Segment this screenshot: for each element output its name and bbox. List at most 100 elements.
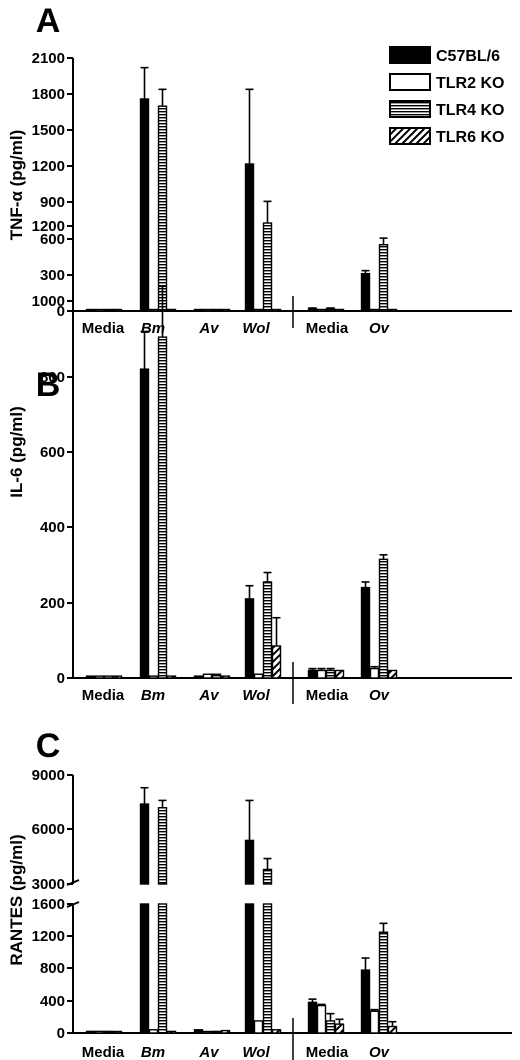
x-category-label: Media bbox=[306, 687, 349, 704]
bar-TLR2 KO-Wol bbox=[253, 673, 264, 679]
x-category-label: Ov bbox=[369, 1044, 391, 1060]
bar-C57BL/6-Ov bbox=[360, 272, 371, 312]
bar-TLR2 KO-Wol bbox=[253, 1020, 264, 1034]
bar-TLR6 KO-Av bbox=[220, 308, 231, 312]
y-tick-label: 600 bbox=[40, 444, 65, 461]
y-axis-title-C: RANTES (pg/ml) bbox=[7, 834, 26, 965]
bar-C57BL/6-Av bbox=[193, 675, 204, 679]
y-tick-label: 0 bbox=[57, 670, 65, 687]
bar-TLR2 KO-Media bbox=[94, 675, 105, 679]
bar-TLR4 KO-Media bbox=[325, 307, 336, 312]
x-category-label: Media bbox=[82, 687, 125, 704]
bar-TLR6 KO-Media bbox=[112, 308, 123, 312]
bar-TLR6 KO-Media bbox=[334, 669, 345, 679]
bar-C57BL/6-Av bbox=[193, 308, 204, 312]
bar-TLR6 KO-Media bbox=[112, 675, 123, 679]
bar-C57BL/6-Wol bbox=[244, 839, 255, 885]
charts: A TNF-α (pg/ml) 0 300 600 900 1200 1500 1800 2100… bbox=[7, 2, 513, 1060]
legend-label-0: C57BL/6 bbox=[436, 48, 500, 65]
y-tick-label: 1200 bbox=[32, 218, 65, 235]
bar-C57BL/6-Media bbox=[85, 308, 96, 312]
bar-TLR2 KO-Ov bbox=[369, 667, 380, 679]
bar-TLR4 KO-Av bbox=[211, 673, 222, 679]
chart-panel-B: B IL-6 (pg/ml) 0 200 400 600 800 1000 1200 Media B… bbox=[7, 218, 512, 704]
bar-TLR4 KO-Bm bbox=[157, 807, 168, 885]
bar-C57BL/6-Bm-lower bbox=[139, 903, 150, 1034]
bar-TLR2 KO-Media bbox=[94, 308, 105, 312]
bar-TLR2 KO-Av bbox=[202, 673, 213, 679]
chart-panel-A: A TNF-α (pg/ml) 0 300 600 900 1200 1500 1800 2100… bbox=[7, 2, 512, 337]
legend-swatch-0 bbox=[389, 46, 431, 64]
legend-label-3: TLR6 KO bbox=[436, 129, 504, 146]
bar-TLR2 KO-Bm bbox=[148, 675, 159, 679]
bar-C57BL/6-Wol bbox=[244, 163, 255, 312]
bar-TLR6 KO-Ov bbox=[387, 1025, 398, 1034]
bar-TLR6 KO-Av bbox=[220, 675, 231, 679]
axis-break-mark bbox=[66, 879, 80, 886]
bar-TLR6 KO-Wol bbox=[271, 1029, 282, 1034]
legend-swatch-3 bbox=[389, 127, 431, 145]
y-tick-label: 1800 bbox=[32, 86, 65, 103]
x-category-label: Ov bbox=[369, 687, 391, 704]
bar-TLR4 KO-Bm-lower bbox=[157, 903, 168, 1034]
y-axis-title-A: TNF-α (pg/ml) bbox=[7, 130, 26, 241]
axis-break-gap bbox=[74, 887, 513, 901]
bar-TLR4 KO-Wol-lower bbox=[262, 903, 273, 1034]
bar-C57BL/6-Bm bbox=[139, 98, 150, 312]
bar-TLR4 KO-Media bbox=[103, 1030, 114, 1034]
axis-break-mark bbox=[66, 901, 80, 908]
y-tick-label: 0 bbox=[57, 303, 65, 320]
bar-TLR6 KO-Wol bbox=[271, 645, 282, 679]
legend-swatch-1 bbox=[389, 73, 431, 91]
x-category-label: Bm bbox=[141, 320, 165, 337]
bar-C57BL/6-Media bbox=[307, 1001, 318, 1034]
bar-C57BL/6-Media bbox=[307, 669, 318, 679]
bar-TLR2 KO-Ov bbox=[369, 1010, 380, 1034]
bar-TLR2 KO-Media bbox=[94, 1030, 105, 1034]
bar-C57BL/6-Wol-lower bbox=[244, 903, 255, 1034]
bar-TLR2 KO-Media bbox=[316, 1004, 327, 1034]
bar-TLR6 KO-Media bbox=[112, 1030, 123, 1034]
bar-TLR4 KO-Media bbox=[103, 675, 114, 679]
bar-TLR4 KO-Media bbox=[103, 308, 114, 312]
bar-C57BL/6-Ov bbox=[360, 969, 371, 1034]
x-category-label: Media bbox=[306, 1044, 349, 1060]
bar-TLR2 KO-Av bbox=[202, 1030, 213, 1034]
bar-TLR6 KO-Bm bbox=[166, 1030, 177, 1034]
bar-TLR4 KO-Ov bbox=[378, 244, 389, 312]
bar-TLR6 KO-Bm bbox=[166, 308, 177, 312]
y-tick-label: 2100 bbox=[32, 50, 65, 67]
legend-label-2: TLR4 KO bbox=[436, 102, 504, 119]
panel-letter-A: A bbox=[36, 2, 61, 40]
bar-TLR4 KO-Wol bbox=[262, 581, 273, 679]
bar-TLR6 KO-Ov bbox=[387, 669, 398, 679]
bar-TLR4 KO-Ov bbox=[378, 931, 389, 1034]
y-tick-label: 400 bbox=[40, 993, 65, 1010]
bar-C57BL/6-Bm bbox=[139, 803, 150, 885]
panel-letter-C: C bbox=[36, 727, 61, 765]
bar-TLR2 KO-Av bbox=[202, 308, 213, 312]
bar-TLR2 KO-Bm bbox=[148, 308, 159, 312]
y-tick-label: 9000 bbox=[32, 767, 65, 784]
bar-C57BL/6-Av bbox=[193, 1029, 204, 1034]
bar-TLR6 KO-Media bbox=[334, 308, 345, 312]
bar-TLR4 KO-Ov bbox=[378, 558, 389, 679]
bar-TLR6 KO-Av bbox=[220, 1029, 231, 1034]
x-category-label: Ov bbox=[369, 320, 391, 337]
x-category-label: Av bbox=[198, 320, 220, 337]
bar-TLR2 KO-Media bbox=[316, 308, 327, 312]
bar-TLR6 KO-Ov bbox=[387, 308, 398, 312]
bar-C57BL/6-Wol bbox=[244, 598, 255, 679]
bar-TLR4 KO-Media bbox=[325, 669, 336, 679]
bar-TLR2 KO-Media bbox=[316, 669, 327, 679]
y-tick-label: 1200 bbox=[32, 928, 65, 945]
y-tick-label: 1000 bbox=[32, 293, 65, 310]
bar-C57BL/6-Bm bbox=[139, 368, 150, 679]
x-category-label: Wol bbox=[242, 687, 270, 704]
bar-TLR6 KO-Wol bbox=[271, 308, 282, 312]
bar-TLR4 KO-Media bbox=[325, 1020, 336, 1034]
bar-TLR2 KO-Ov bbox=[369, 308, 380, 312]
x-category-label: Wol bbox=[242, 320, 270, 337]
y-axis-title-B: IL-6 (pg/ml) bbox=[7, 406, 26, 498]
